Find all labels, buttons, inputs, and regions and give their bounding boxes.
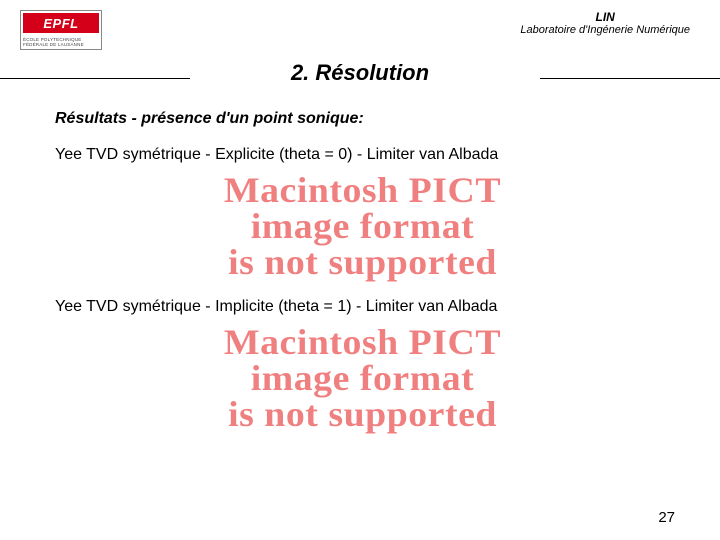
epfl-logo: EPFL ÉCOLE POLYTECHNIQUE FÉDÉRALE DE LAU… <box>20 10 102 50</box>
header-right: LIN Laboratoire d'Ingénerie Numérique <box>520 10 700 36</box>
pict-line: is not supported <box>40 244 686 280</box>
pict-line: Macintosh PICT <box>40 172 686 208</box>
pict-line: image format <box>40 208 686 244</box>
pict-unsupported-2: Macintosh PICT image format is not suppo… <box>40 324 686 432</box>
pict-unsupported-1: Macintosh PICT image format is not suppo… <box>40 172 686 280</box>
rule-left <box>0 78 190 79</box>
logo-text: EPFL <box>23 13 99 33</box>
section-title: 2. Résolution <box>0 60 720 86</box>
results-subtitle: Résultats - présence d'un point sonique: <box>55 110 670 128</box>
header: EPFL ÉCOLE POLYTECHNIQUE FÉDÉRALE DE LAU… <box>0 0 720 50</box>
content-area: Résultats - présence d'un point sonique:… <box>0 90 720 432</box>
rule-right <box>540 78 720 79</box>
pict-line: Macintosh PICT <box>40 324 686 360</box>
title-row: 2. Résolution <box>0 60 720 90</box>
page-number: 27 <box>658 509 675 526</box>
lab-full-name: Laboratoire d'Ingénerie Numérique <box>520 24 690 36</box>
lab-acronym: LIN <box>520 10 690 24</box>
pict-line: image format <box>40 360 686 396</box>
logo-subtext: ÉCOLE POLYTECHNIQUE FÉDÉRALE DE LAUSANNE <box>23 38 99 48</box>
pict-line: is not supported <box>40 396 686 432</box>
method-explicit: Yee TVD symétrique - Explicite (theta = … <box>55 146 670 164</box>
method-implicit: Yee TVD symétrique - Implicite (theta = … <box>55 298 670 316</box>
